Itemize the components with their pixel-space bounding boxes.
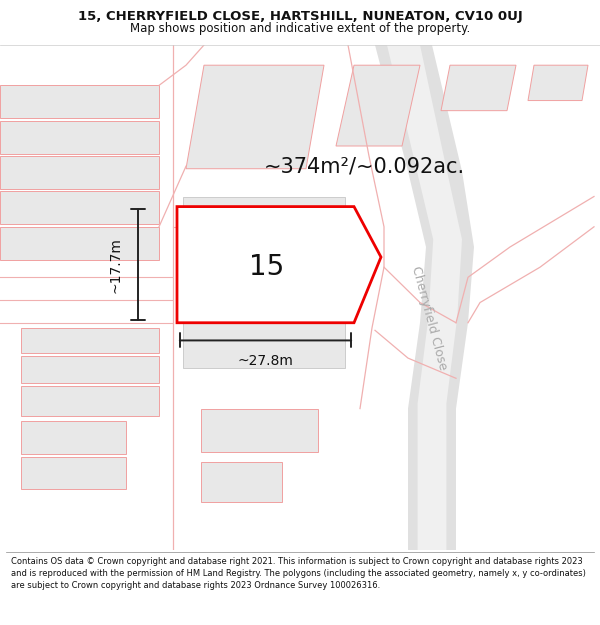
Polygon shape [441,65,516,111]
Text: 15, CHERRYFIELD CLOSE, HARTSHILL, NUNEATON, CV10 0UJ: 15, CHERRYFIELD CLOSE, HARTSHILL, NUNEAT… [77,10,523,23]
Polygon shape [21,386,159,416]
Polygon shape [183,196,345,368]
Text: Cherryfield Close: Cherryfield Close [409,264,449,371]
Polygon shape [0,156,159,189]
Polygon shape [186,65,324,169]
Polygon shape [21,457,126,489]
Polygon shape [528,65,588,101]
Polygon shape [177,207,381,322]
Polygon shape [375,45,474,550]
Polygon shape [21,356,159,383]
Polygon shape [21,421,126,454]
Polygon shape [0,191,159,224]
Text: ~27.8m: ~27.8m [238,354,293,367]
Polygon shape [201,409,318,451]
Polygon shape [387,45,462,550]
Text: 15: 15 [250,253,284,281]
Polygon shape [0,121,159,154]
Polygon shape [0,227,159,259]
Text: ~374m²/~0.092ac.: ~374m²/~0.092ac. [264,156,465,176]
Polygon shape [336,65,420,146]
Polygon shape [21,328,159,353]
Polygon shape [0,86,159,118]
Text: Map shows position and indicative extent of the property.: Map shows position and indicative extent… [130,22,470,35]
Text: ~17.7m: ~17.7m [108,237,122,292]
Polygon shape [201,462,282,502]
Text: Contains OS data © Crown copyright and database right 2021. This information is : Contains OS data © Crown copyright and d… [11,558,586,590]
